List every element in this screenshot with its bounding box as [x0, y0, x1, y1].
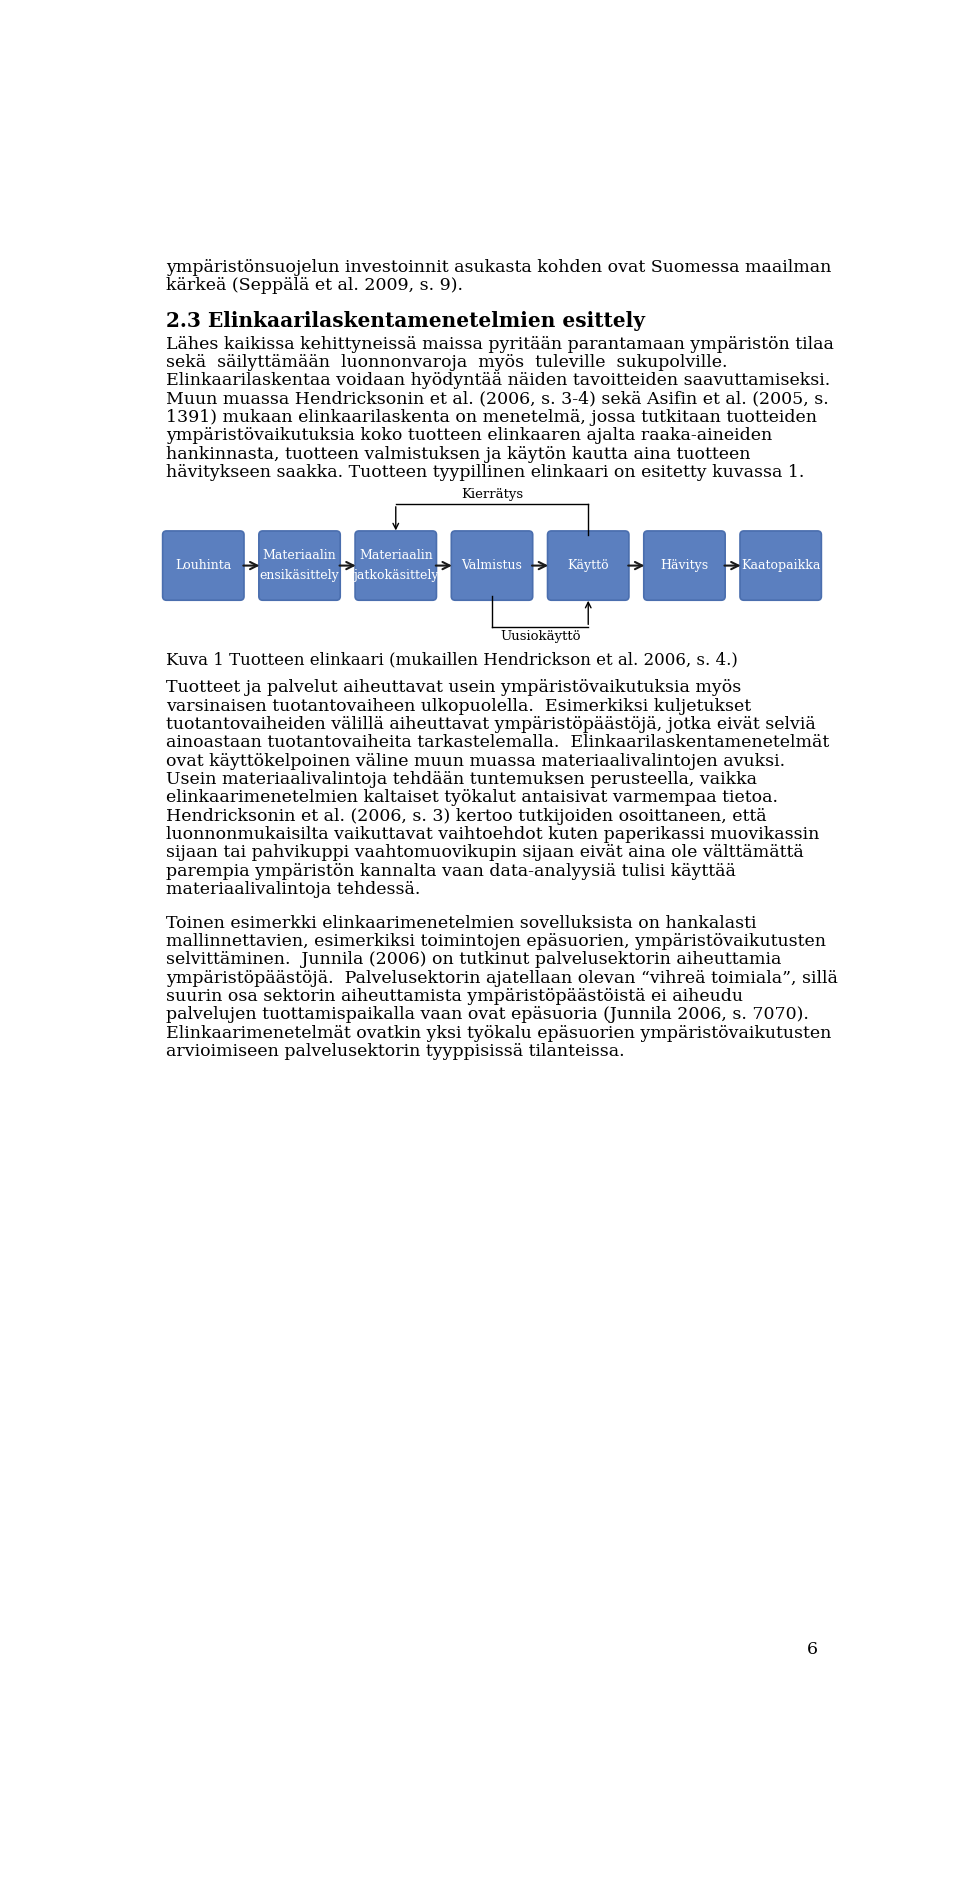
FancyBboxPatch shape	[259, 530, 340, 600]
Text: suurin osa sektorin aiheuttamista ympäristöpäästöistä ei aiheudu: suurin osa sektorin aiheuttamista ympäri…	[166, 989, 743, 1006]
Text: arvioimiseen palvelusektorin tyyppisissä tilanteissa.: arvioimiseen palvelusektorin tyyppisissä…	[166, 1044, 625, 1060]
FancyBboxPatch shape	[740, 530, 822, 600]
Text: Uusiokäyttö: Uusiokäyttö	[500, 630, 581, 643]
Text: kärkeä (Seppälä et al. 2009, s. 9).: kärkeä (Seppälä et al. 2009, s. 9).	[166, 277, 464, 294]
Text: Lähes kaikissa kehittyneissä maissa pyritään parantamaan ympäristön tilaa: Lähes kaikissa kehittyneissä maissa pyri…	[166, 336, 834, 353]
Text: ensikäsittely: ensikäsittely	[259, 570, 340, 581]
Text: sekä  säilyttämään  luonnonvaroja  myös  tuleville  sukupolville.: sekä säilyttämään luonnonvaroja myös tul…	[166, 355, 728, 372]
Text: hankinnasta, tuotteen valmistuksen ja käytön kautta aina tuotteen: hankinnasta, tuotteen valmistuksen ja kä…	[166, 445, 751, 462]
Text: Käyttö: Käyttö	[567, 559, 609, 572]
Text: Elinkaarimenetelmät ovatkin yksi työkalu epäsuorien ympäristövaikutusten: Elinkaarimenetelmät ovatkin yksi työkalu…	[166, 1025, 832, 1042]
Text: Materiaalin: Materiaalin	[359, 549, 433, 562]
Text: 6: 6	[806, 1642, 818, 1659]
Text: 2.3 Elinkaarilaskentamenetelmien esittely: 2.3 Elinkaarilaskentamenetelmien esittel…	[166, 311, 645, 330]
Text: Elinkaarilaskentaa voidaan hyödyntää näiden tavoitteiden saavuttamiseksi.: Elinkaarilaskentaa voidaan hyödyntää näi…	[166, 372, 830, 389]
Text: hävitykseen saakka. Tuotteen tyypillinen elinkaari on esitetty kuvassa 1.: hävitykseen saakka. Tuotteen tyypillinen…	[166, 464, 804, 481]
Text: Hendricksonin et al. (2006, s. 3) kertoo tutkijoiden osoittaneen, että: Hendricksonin et al. (2006, s. 3) kertoo…	[166, 808, 767, 825]
Text: tuotantovaiheiden välillä aiheuttavat ympäristöpäästöjä, jotka eivät selviä: tuotantovaiheiden välillä aiheuttavat ym…	[166, 715, 816, 732]
Text: ympäristöpäästöjä.  Palvelusektorin ajatellaan olevan “vihreä toimiala”, sillä: ympäristöpäästöjä. Palvelusektorin ajate…	[166, 970, 838, 987]
FancyBboxPatch shape	[547, 530, 629, 600]
Text: Materiaalin: Materiaalin	[263, 549, 336, 562]
Text: Valmistus: Valmistus	[462, 559, 522, 572]
Text: Toinen esimerkki elinkaarimenetelmien sovelluksista on hankalasti: Toinen esimerkki elinkaarimenetelmien so…	[166, 915, 757, 932]
Text: Kaatopaikka: Kaatopaikka	[741, 559, 821, 572]
Text: Kierrätys: Kierrätys	[461, 489, 523, 502]
Text: mallinnettavien, esimerkiksi toimintojen epäsuorien, ympäristövaikutusten: mallinnettavien, esimerkiksi toimintojen…	[166, 934, 827, 951]
Text: Louhinta: Louhinta	[175, 559, 231, 572]
Text: ympäristönsuojelun investoinnit asukasta kohden ovat Suomessa maailman: ympäristönsuojelun investoinnit asukasta…	[166, 259, 832, 276]
Text: Tuotteet ja palvelut aiheuttavat usein ympäristövaikutuksia myös: Tuotteet ja palvelut aiheuttavat usein y…	[166, 679, 742, 696]
Text: Hävitys: Hävitys	[660, 559, 708, 572]
Text: ainoastaan tuotantovaiheita tarkastelemalla.  Elinkaarilaskentamenetelmät: ainoastaan tuotantovaiheita tarkastelema…	[166, 734, 829, 751]
FancyBboxPatch shape	[451, 530, 533, 600]
Text: elinkaarimenetelmien kaltaiset työkalut antaisivat varmempaa tietoa.: elinkaarimenetelmien kaltaiset työkalut …	[166, 789, 779, 806]
Text: palvelujen tuottamispaikalla vaan ovat epäsuoria (Junnila 2006, s. 7070).: palvelujen tuottamispaikalla vaan ovat e…	[166, 1006, 809, 1023]
Text: ovat käyttökelpoinen väline muun muassa materiaalivalintojen avuksi.: ovat käyttökelpoinen väline muun muassa …	[166, 753, 785, 770]
Text: Muun muassa Hendricksonin et al. (2006, s. 3-4) sekä Asifin et al. (2005, s.: Muun muassa Hendricksonin et al. (2006, …	[166, 391, 829, 408]
Text: jatkokäsittely: jatkokäsittely	[353, 570, 439, 581]
Text: luonnonmukaisilta vaikuttavat vaihtoehdot kuten paperikassi muovikassin: luonnonmukaisilta vaikuttavat vaihtoehdo…	[166, 827, 820, 843]
Text: materiaalivalintoja tehdessä.: materiaalivalintoja tehdessä.	[166, 881, 420, 898]
FancyBboxPatch shape	[355, 530, 437, 600]
Text: 1391) mukaan elinkaarilaskenta on menetelmä, jossa tutkitaan tuotteiden: 1391) mukaan elinkaarilaskenta on menete…	[166, 409, 818, 426]
FancyBboxPatch shape	[162, 530, 244, 600]
Text: ympäristövaikutuksia koko tuotteen elinkaaren ajalta raaka-aineiden: ympäristövaikutuksia koko tuotteen elink…	[166, 426, 773, 443]
FancyBboxPatch shape	[644, 530, 725, 600]
Text: parempia ympäristön kannalta vaan data-analyysiä tulisi käyttää: parempia ympäristön kannalta vaan data-a…	[166, 862, 736, 879]
Text: varsinaisen tuotantovaiheen ulkopuolella.  Esimerkiksi kuljetukset: varsinaisen tuotantovaiheen ulkopuolella…	[166, 698, 752, 715]
Text: Usein materiaalivalintoja tehdään tuntemuksen perusteella, vaikka: Usein materiaalivalintoja tehdään tuntem…	[166, 772, 757, 789]
Text: Kuva 1 Tuotteen elinkaari (mukaillen Hendrickson et al. 2006, s. 4.): Kuva 1 Tuotteen elinkaari (mukaillen Hen…	[166, 651, 738, 668]
Text: selvittäminen.  Junnila (2006) on tutkinut palvelusektorin aiheuttamia: selvittäminen. Junnila (2006) on tutkinu…	[166, 951, 781, 968]
Text: sijaan tai pahvikuppi vaahtomuovikupin sijaan eivät aina ole välttämättä: sijaan tai pahvikuppi vaahtomuovikupin s…	[166, 843, 804, 860]
